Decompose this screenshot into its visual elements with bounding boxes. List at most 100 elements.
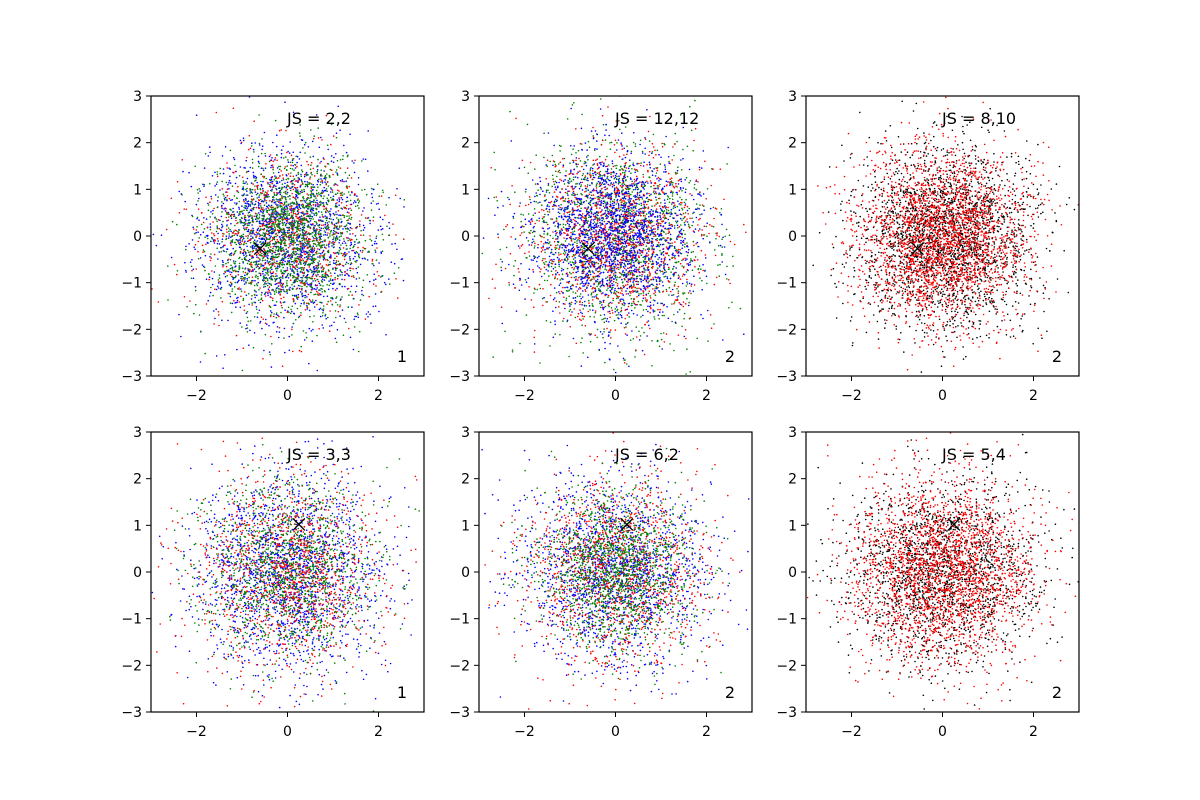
scatter-point bbox=[384, 214, 386, 217]
scatter-point bbox=[315, 293, 317, 296]
scatter-point bbox=[157, 301, 160, 303]
scatter-point bbox=[270, 314, 272, 316]
scatter-point bbox=[350, 267, 352, 270]
scatter-point bbox=[185, 245, 187, 248]
scatter-point bbox=[335, 211, 337, 213]
scatter-point bbox=[256, 188, 259, 190]
scatter-point bbox=[377, 202, 380, 205]
scatter-point bbox=[245, 312, 248, 315]
scatter-point bbox=[238, 246, 241, 249]
scatter-point bbox=[252, 279, 254, 282]
scatter-point bbox=[274, 119, 277, 122]
scatter-point bbox=[264, 155, 267, 157]
scatter-point bbox=[275, 331, 278, 333]
scatter-point bbox=[297, 173, 300, 175]
scatter-point bbox=[290, 258, 293, 260]
scatter-point bbox=[209, 223, 211, 225]
scatter-point bbox=[289, 189, 292, 192]
scatter-point bbox=[300, 179, 303, 181]
scatter-point bbox=[252, 198, 255, 200]
scatter-point bbox=[253, 204, 256, 206]
scatter-point bbox=[347, 287, 350, 290]
scatter-point bbox=[261, 217, 264, 220]
scatter-point bbox=[361, 160, 363, 162]
scatter-point bbox=[259, 228, 262, 231]
scatter-point bbox=[285, 129, 287, 132]
scatter-point bbox=[683, 221, 686, 224]
scatter-point bbox=[292, 298, 295, 301]
scatter-point bbox=[268, 160, 271, 163]
scatter-point bbox=[351, 160, 354, 162]
scatter-point bbox=[311, 275, 314, 278]
scatter-point bbox=[365, 313, 368, 315]
scatter-point bbox=[315, 189, 318, 192]
scatter-point bbox=[619, 199, 621, 202]
scatter-point bbox=[351, 306, 353, 309]
scatter-point bbox=[301, 276, 304, 279]
scatter-point bbox=[244, 220, 247, 222]
scatter-point bbox=[329, 168, 332, 171]
scatter-point bbox=[323, 246, 326, 248]
scatter-point bbox=[403, 238, 405, 240]
scatter-point bbox=[329, 191, 332, 193]
scatter-point bbox=[336, 238, 339, 241]
scatter-point bbox=[232, 278, 234, 281]
scatter-point bbox=[191, 259, 193, 261]
scatter-point bbox=[331, 304, 334, 306]
scatter-point bbox=[247, 148, 250, 151]
scatter-point bbox=[282, 247, 284, 249]
scatter-point bbox=[403, 199, 406, 201]
scatter-point bbox=[317, 280, 320, 283]
scatter-point bbox=[278, 331, 281, 333]
scatter-point bbox=[245, 242, 247, 245]
scatter-point bbox=[290, 242, 292, 245]
scatter-point bbox=[306, 233, 309, 235]
scatter-point bbox=[355, 278, 358, 280]
scatter-point bbox=[191, 239, 194, 241]
scatter-point bbox=[239, 220, 241, 222]
scatter-point bbox=[243, 217, 246, 220]
scatter-point bbox=[601, 318, 603, 321]
scatter-point bbox=[272, 257, 274, 260]
scatter-point bbox=[190, 265, 193, 268]
scatter-point bbox=[322, 205, 325, 208]
scatter-point bbox=[295, 174, 298, 177]
scatter-point bbox=[275, 316, 278, 319]
scatter-point bbox=[233, 299, 235, 302]
scatter-point bbox=[190, 277, 193, 280]
scatter-point bbox=[701, 279, 703, 282]
scatter-point bbox=[328, 85, 330, 87]
scatter-point bbox=[230, 271, 233, 274]
scatter-point bbox=[208, 295, 211, 297]
scatter-point bbox=[269, 221, 272, 224]
scatter-point bbox=[314, 220, 316, 223]
scatter-point bbox=[587, 267, 590, 269]
scatter-point bbox=[259, 301, 262, 304]
scatter-point bbox=[286, 290, 288, 293]
scatter-point bbox=[340, 218, 342, 220]
scatter-point bbox=[241, 236, 243, 238]
scatter-point bbox=[361, 293, 363, 296]
scatter-point bbox=[245, 282, 248, 284]
scatter-point bbox=[554, 248, 557, 251]
scatter-point bbox=[328, 256, 331, 259]
scatter-point bbox=[267, 207, 270, 209]
scatter-point bbox=[271, 239, 273, 242]
scatter-point bbox=[262, 256, 265, 259]
scatter-point bbox=[316, 290, 318, 293]
scatter-point bbox=[287, 173, 290, 175]
scatter-point bbox=[339, 179, 342, 182]
scatter-point bbox=[310, 330, 313, 332]
scatter-point bbox=[308, 276, 311, 279]
scatter-point bbox=[258, 237, 261, 240]
scatter-point bbox=[613, 274, 615, 277]
scatter-point bbox=[258, 199, 261, 202]
scatter-point bbox=[689, 180, 692, 182]
scatter-point bbox=[333, 227, 336, 230]
scatter-point bbox=[334, 262, 336, 265]
scatter-point bbox=[229, 182, 232, 184]
scatter-point bbox=[263, 215, 266, 218]
scatter-point bbox=[248, 270, 251, 273]
scatter-point bbox=[631, 168, 633, 170]
scatter-point bbox=[351, 294, 354, 296]
